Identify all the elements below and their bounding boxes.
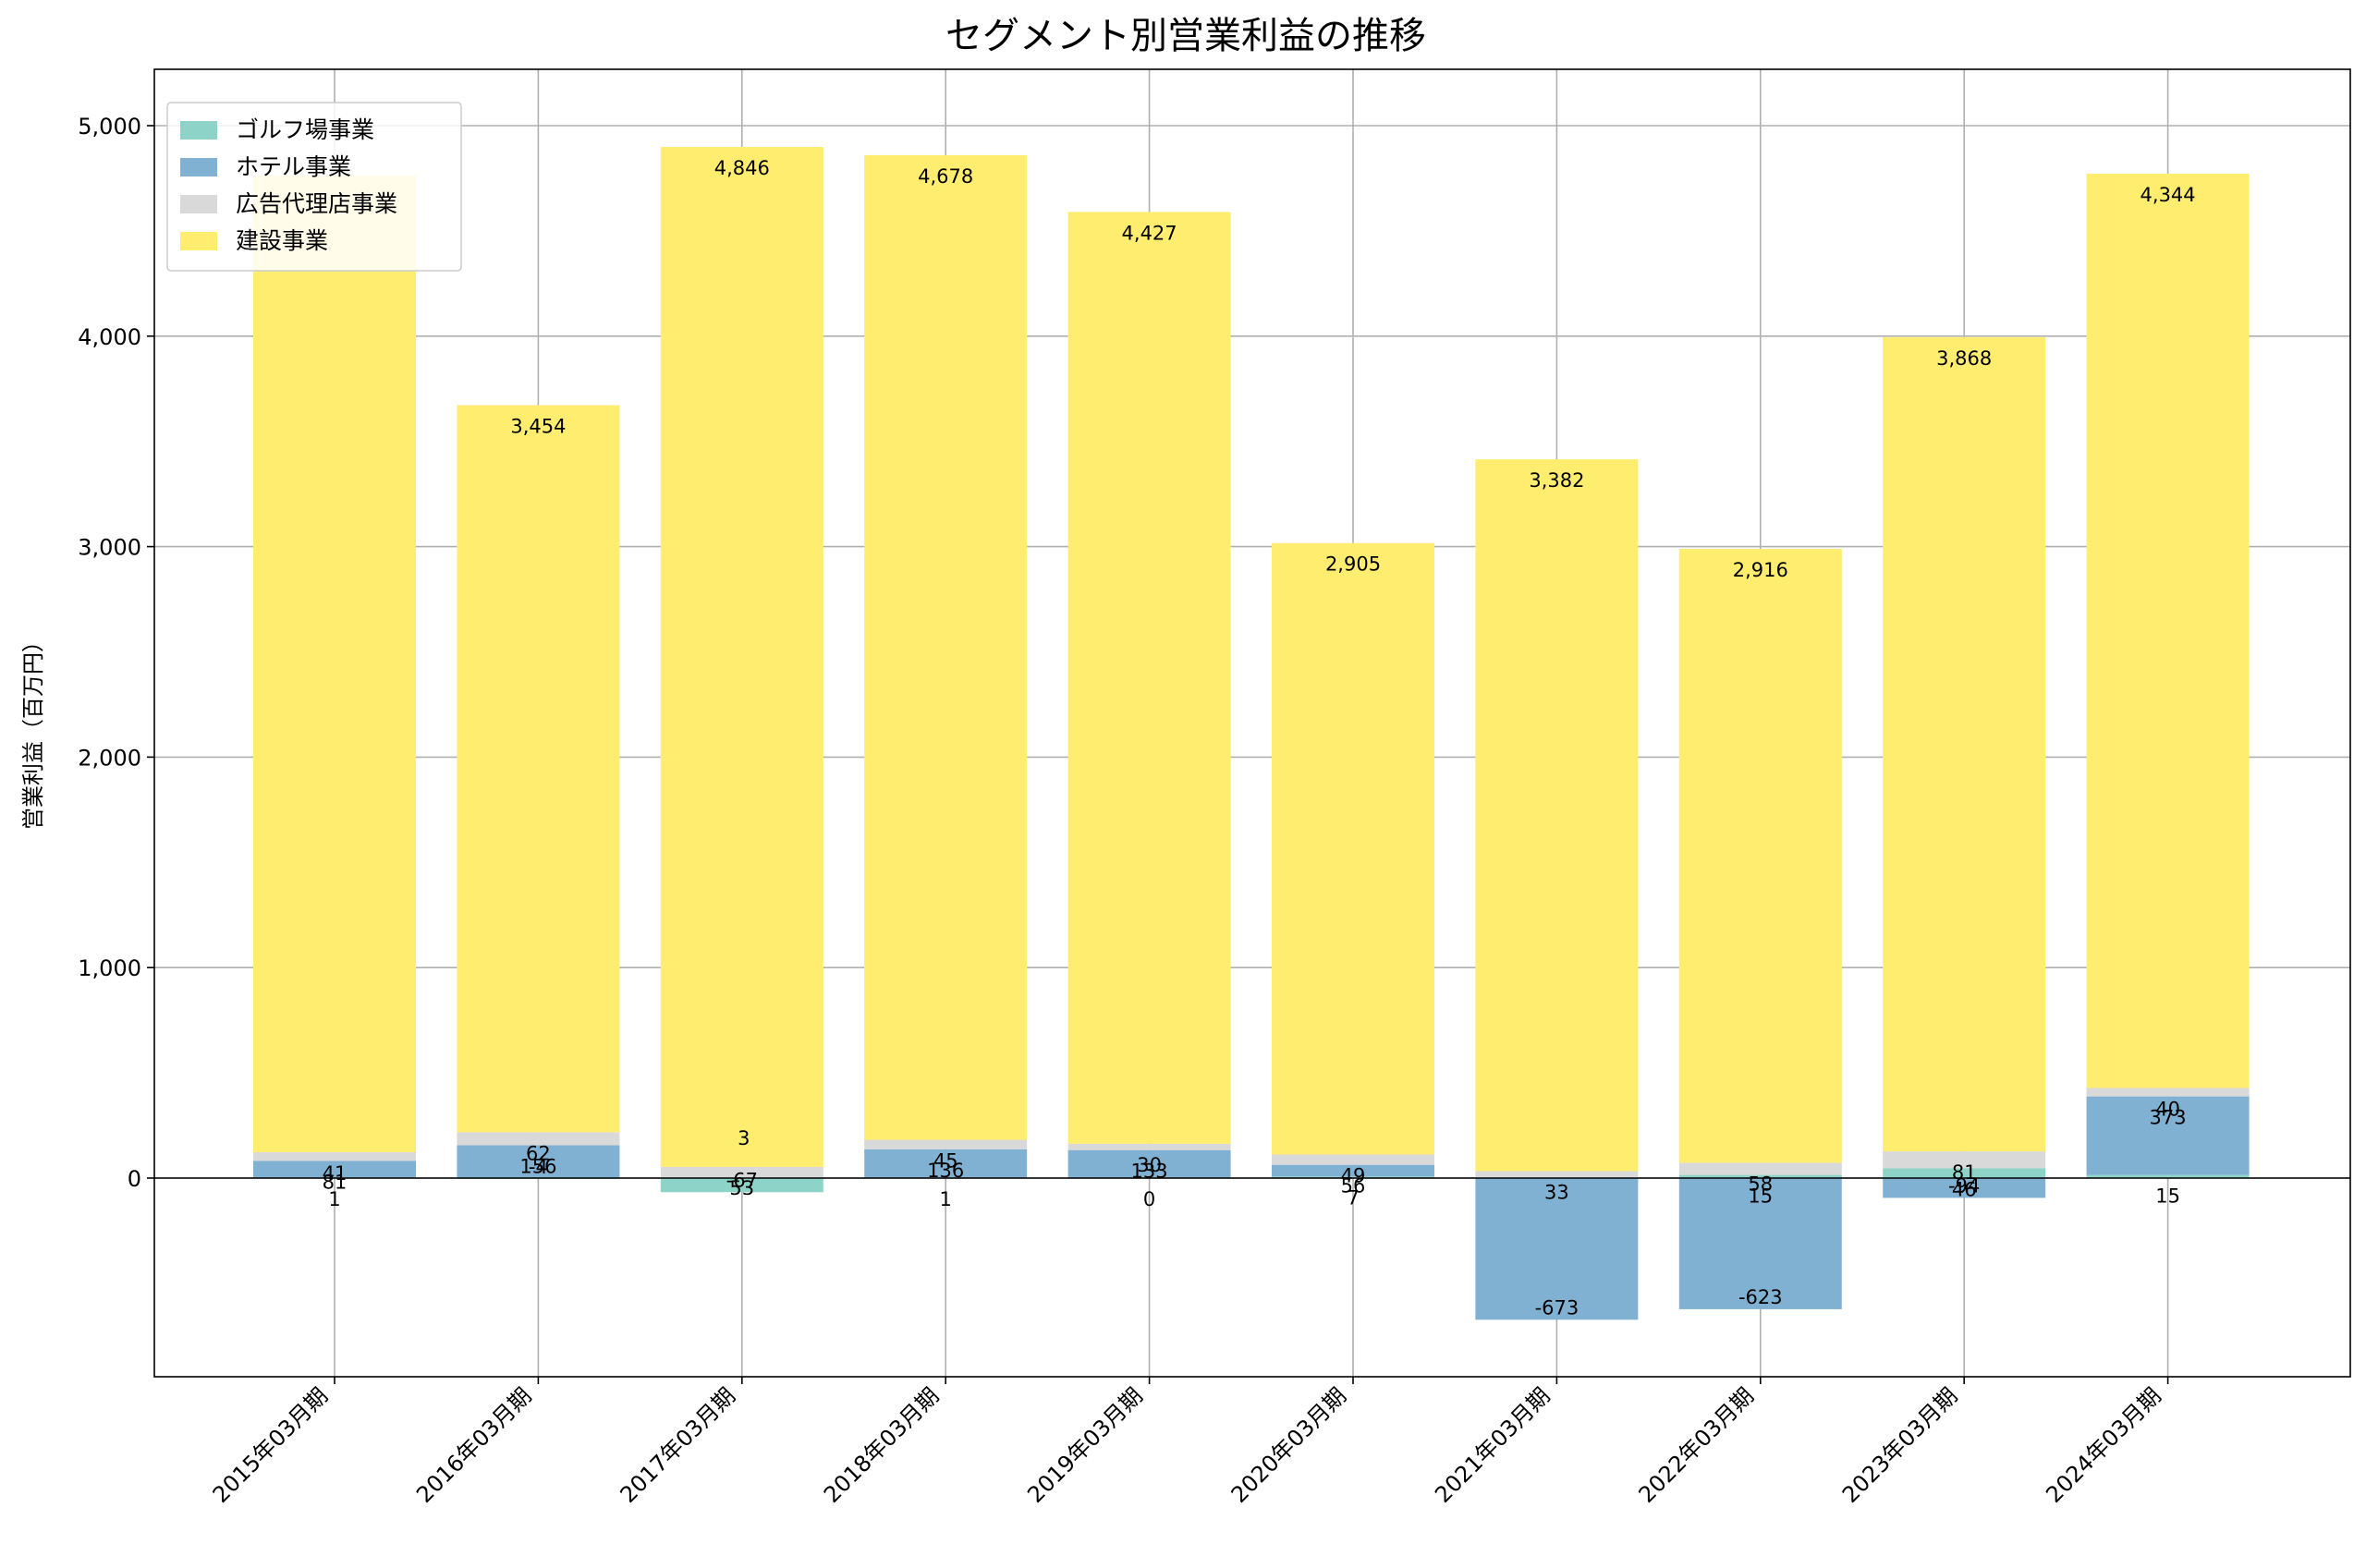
bar-segment (1678, 1178, 1842, 1309)
bar-segment (253, 175, 416, 1152)
bar-segment (1678, 1174, 1842, 1178)
bar-segment (253, 1161, 416, 1178)
legend-swatch (180, 121, 217, 140)
bar-segment (253, 1151, 416, 1161)
value-label: 1 (328, 1188, 340, 1210)
legend-swatch (180, 232, 217, 250)
bar-segment (1475, 459, 1639, 1172)
bar-segment (1272, 1154, 1434, 1165)
chart-title: セグメント別営業利益の推移 (945, 15, 1426, 57)
value-label: 30 (1137, 1154, 1162, 1176)
plot-frame (153, 68, 2351, 1378)
bar-segment (457, 1132, 620, 1146)
value-label: -623 (1738, 1286, 1783, 1308)
value-label: 373 (2150, 1107, 2187, 1129)
legend-entry: ゴルフ場事業 (236, 116, 374, 143)
value-label: 81 (1952, 1161, 1977, 1184)
value-label: 4,678 (918, 165, 973, 188)
value-label: 3 (738, 1127, 750, 1149)
value-label: 0 (1143, 1188, 1155, 1210)
bar-segment (1475, 1178, 1639, 1320)
bar-segment (1678, 1162, 1842, 1175)
bar-segment (864, 1139, 1028, 1149)
bar-segment (1678, 549, 1842, 1163)
y-tick-label: 5,000 (78, 114, 141, 140)
value-label: -4 (529, 1156, 548, 1178)
value-label: 3,382 (1529, 469, 1584, 492)
value-label: 3,868 (1936, 347, 1992, 370)
legend-box (166, 102, 462, 272)
bar-segment (660, 1166, 823, 1178)
value-label: 40 (2155, 1099, 2180, 1121)
bar-segment (1272, 1164, 1434, 1177)
bar-segment (2086, 1088, 2250, 1097)
bar-segment (1067, 1143, 1231, 1150)
bar-segment (2086, 1096, 2250, 1175)
value-label: 2,905 (1325, 553, 1381, 576)
value-label: 4,846 (714, 157, 770, 179)
bar-segment (1883, 1178, 2046, 1198)
bar-segment (2086, 1174, 2250, 1178)
bar-segment (1883, 336, 2046, 1152)
bar-segment (1272, 542, 1434, 1155)
bar-segment (457, 1145, 620, 1178)
value-label: 4,344 (2140, 184, 2196, 206)
legend-entry: 広告代理店事業 (236, 190, 397, 217)
legend-swatch (180, 158, 217, 176)
value-label: 3,454 (510, 416, 566, 438)
value-label: 49 (1341, 1164, 1366, 1186)
y-tick-label: 2,000 (78, 745, 141, 771)
bar-segment (457, 405, 620, 1133)
value-label: 62 (526, 1142, 551, 1164)
bar-segment (1883, 1168, 2046, 1178)
bar-segment (660, 1178, 823, 1193)
bar-segment (864, 1149, 1028, 1178)
bar-segment (1067, 212, 1231, 1144)
value-label: 41 (323, 1162, 348, 1185)
value-label: 45 (933, 1150, 958, 1173)
bars (253, 147, 2250, 1320)
value-label: 156 (519, 1155, 556, 1177)
value-label: 58 (1748, 1173, 1773, 1195)
bar-segment (2086, 173, 2250, 1088)
bar-segment (1475, 1171, 1639, 1178)
y-tick-label: 3,000 (78, 535, 141, 561)
value-label: -67 (726, 1169, 758, 1191)
legend-entry: ホテル事業 (236, 153, 351, 180)
y-tick-label: 1,000 (78, 955, 141, 981)
value-label: -673 (1535, 1296, 1579, 1319)
value-label: 2,916 (1733, 559, 1788, 581)
value-label: 7 (1347, 1186, 1359, 1209)
value-label: 15 (2155, 1185, 2180, 1208)
bar-segment (864, 154, 1028, 1140)
legend-entry: 建設事業 (236, 227, 328, 254)
value-label: 1 (940, 1188, 952, 1210)
legend-swatch (180, 195, 217, 213)
bar-segment (660, 147, 823, 1167)
value-label: 53 (729, 1177, 754, 1199)
value-label: 15 (1748, 1185, 1773, 1208)
y-tick-label: 0 (128, 1166, 141, 1192)
value-label: 33 (1544, 1181, 1569, 1203)
y-axis-label: 営業利益（百万円） (20, 630, 46, 830)
bar-segment (1067, 1149, 1231, 1178)
bar-segment (1883, 1151, 2046, 1169)
value-label: 81 (323, 1171, 348, 1193)
value-label: 46 (1952, 1179, 1977, 1201)
y-tick-label: 4,000 (78, 324, 141, 350)
value-label: 4,427 (1122, 222, 1177, 244)
